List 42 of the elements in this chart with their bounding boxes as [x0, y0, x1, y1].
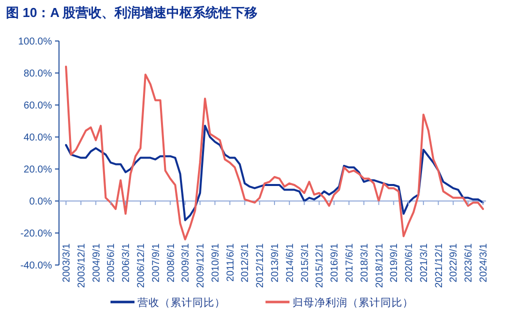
x-tick-label: 2012/12/1 — [255, 242, 266, 288]
x-tick-label: 2004/9/1 — [91, 242, 102, 282]
x-tick-label: 2006/3/1 — [121, 242, 132, 282]
y-tick-label: -40.0% — [20, 260, 52, 272]
y-tick-label: 20.0% — [24, 164, 52, 176]
x-tick-label: 2003/3/1 — [62, 242, 72, 282]
x-tick-label: 2006/12/1 — [136, 242, 147, 288]
x-tick-label: 2003/12/1 — [76, 242, 88, 288]
x-tick-label: 2008/6/1 — [166, 242, 177, 282]
x-tick-label: 2016/9/1 — [330, 242, 341, 282]
x-tick-label: 2021/12/1 — [434, 242, 445, 288]
chart-title: 图 10：A 股营收、利润增速中枢系统性下移 — [6, 5, 258, 20]
line-series — [65, 124, 484, 222]
x-tick-label: 2014/6/1 — [284, 242, 296, 282]
x-tick-label: 2012/3/1 — [240, 242, 252, 282]
y-tick-label: 80.0% — [24, 68, 52, 80]
x-tick-label: 2009/3/1 — [180, 242, 192, 282]
x-tick-label: 2020/6/1 — [404, 242, 416, 282]
x-tick-label: 2005/6/1 — [106, 242, 118, 282]
legend-label: 营收（累计同比） — [138, 296, 226, 309]
x-tick-label: 2018/3/1 — [359, 242, 370, 282]
x-tick-label: 2015/12/1 — [314, 242, 326, 288]
legend-label: 归母净利润（累计同比） — [292, 296, 414, 309]
x-tick-label: 2010/9/1 — [210, 242, 222, 282]
y-tick-label: 40.0% — [24, 132, 52, 144]
x-tick-label: 2024/3/1 — [478, 242, 490, 282]
x-tick-label: 2007/9/1 — [150, 242, 162, 282]
x-tick-label: 2009/12/1 — [196, 242, 207, 288]
x-tick-label: 2017/6/1 — [344, 242, 356, 282]
x-tick-label: 2018/12/1 — [374, 242, 386, 288]
x-tick-label: 2021/3/1 — [418, 242, 430, 282]
x-tick-label: 2011/6/1 — [225, 242, 236, 282]
y-tick-label: -20.0% — [20, 228, 52, 240]
y-tick-label: 100.0% — [18, 36, 52, 48]
y-tick-label: 60.0% — [24, 100, 52, 112]
x-tick-label: 2019/9/1 — [389, 242, 400, 282]
y-tick-label: 0.0% — [29, 196, 52, 208]
line-series — [65, 66, 484, 240]
x-tick-label: 2013/9/1 — [270, 242, 281, 282]
x-tick-label: 2022/9/1 — [448, 242, 460, 282]
x-tick-label: 2023/6/1 — [464, 242, 475, 282]
x-tick-label: 2015/3/1 — [300, 242, 311, 282]
